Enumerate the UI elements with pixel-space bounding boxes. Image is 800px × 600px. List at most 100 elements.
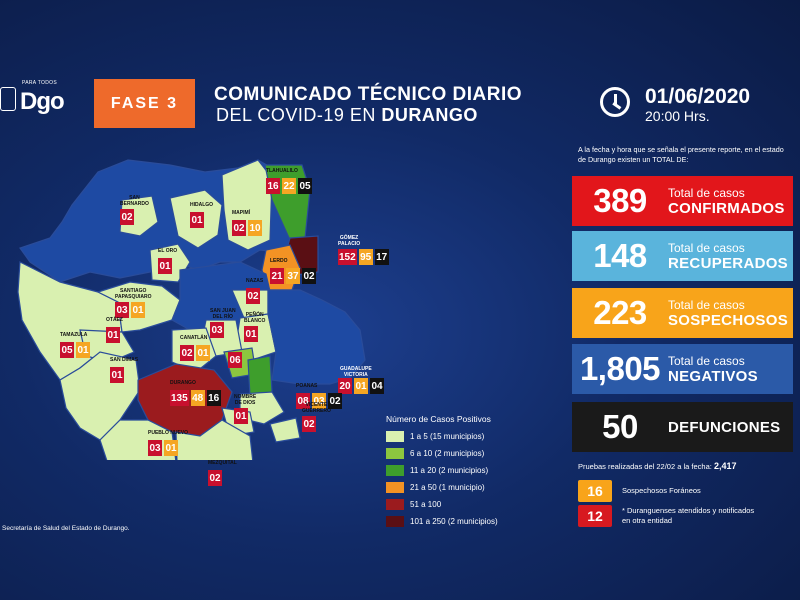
suspected-count: 22: [282, 178, 296, 194]
municipality-name: PEÑÓN BLANCO: [244, 312, 266, 324]
municipality-name: SAN DIMAS: [110, 357, 139, 363]
deaths-count: 02: [328, 393, 342, 409]
confirmed-count: 01: [158, 258, 172, 274]
stat-label-small: Total de casos: [668, 354, 745, 368]
state-seal-icon: [0, 87, 16, 111]
municipality-name: NAZAS: [246, 278, 264, 284]
legend-swatch: [386, 465, 404, 476]
suspected-count: 03: [312, 393, 326, 409]
municipality-counts: 06: [228, 352, 242, 368]
region-mezquital: [175, 419, 254, 460]
municipality-counts: 05 01: [60, 342, 90, 358]
legend-swatch: [386, 516, 404, 527]
municipality-counts: 02 10: [232, 220, 262, 236]
report-title: COMUNICADO TÉCNICO DIARIO: [214, 84, 523, 105]
confirmed-count: 03: [148, 440, 162, 456]
stat-label-big: DEFUNCIONES: [668, 418, 781, 436]
municipality-counts: 03: [210, 322, 224, 338]
stat-box-confirmados: 389 Total de casos CONFIRMADOS: [572, 176, 793, 226]
confirmed-count: 03: [210, 322, 224, 338]
municipality-counts: 152 95 17: [338, 249, 389, 265]
municipality-name: EL ORO: [158, 248, 178, 254]
suspected-count: 01: [76, 342, 90, 358]
confirmed-count: 135: [170, 390, 189, 406]
confirmed-count: 02: [246, 288, 260, 304]
confirmed-count: 02: [180, 345, 194, 361]
confirmed-count: 01: [190, 212, 204, 228]
stat-label-big: RECUPERADOS: [668, 255, 788, 272]
confirmed-count: 21: [270, 268, 284, 284]
legend-swatch: [386, 499, 404, 510]
legend-label: 21 a 50 (1 municipio): [410, 483, 485, 492]
dgo-logo: PARA TODOS Dgo: [0, 80, 65, 116]
municipality-name: POANAS: [296, 383, 318, 389]
stat-value: 1,805: [579, 350, 661, 387]
stat-label: Total de casos RECUPERADOS: [668, 241, 788, 271]
legend-item: 1 a 5 (15 municipios): [386, 428, 498, 445]
municipality-counts: 01: [244, 326, 258, 342]
municipality-counts: 01: [234, 408, 248, 424]
deaths-count: 17: [374, 249, 389, 265]
suspected-count: 48: [190, 390, 205, 406]
subtitle-state: DURANGO: [381, 105, 478, 125]
confirmed-count: 05: [60, 342, 74, 358]
municipality-counts: 16 22 05: [266, 178, 312, 194]
legend-label: 11 a 20 (2 municipios): [410, 466, 489, 475]
stat-box-defunciones: 50 DEFUNCIONES: [572, 402, 793, 452]
municipality-name: DURANGO: [170, 380, 196, 386]
legend-item: 51 a 100: [386, 496, 498, 513]
legend-label: 51 a 100: [410, 500, 442, 509]
suspected-count: 01: [164, 440, 178, 456]
confirmed-count: 01: [244, 326, 258, 342]
municipality-name: TAMAZULA: [60, 332, 88, 338]
foreign-row: 12 * Duranguenses atendidos y notificados…: [578, 505, 762, 527]
report-date: 01/06/2020: [645, 85, 751, 108]
tests-value: 2,417: [713, 461, 737, 471]
municipality-counts: 02: [246, 288, 260, 304]
region-guadalupe-victoria: [247, 355, 273, 397]
region-mapimi: [221, 159, 273, 251]
stat-value: 389: [593, 182, 647, 219]
confirmed-count: 20: [338, 378, 352, 394]
durango-map: [17, 159, 366, 460]
suspected-count: 01: [196, 345, 210, 361]
municipality-name: PUEBLO NUEVO: [148, 430, 189, 436]
region-vicente-guerrero: [269, 417, 301, 443]
legend-item: 11 a 20 (2 municipios): [386, 462, 498, 479]
subtitle-prefix: DEL COVID-19 EN: [216, 105, 382, 125]
stat-label: Total de casos NEGATIVOS: [668, 354, 758, 384]
confirmed-count: 02: [302, 416, 316, 432]
municipality-name: LERDO: [270, 258, 288, 264]
municipality-counts: 21 37 02: [270, 268, 316, 284]
municipality-counts: 03 01: [148, 440, 178, 456]
legend-item: 6 a 10 (2 municipios): [386, 445, 498, 462]
confirmed-count: 03: [115, 302, 129, 318]
municipality-name: SANTIAGO PAPASQUIARO: [115, 288, 152, 300]
confirmed-count: 02: [208, 470, 222, 486]
confirmed-count: 01: [234, 408, 248, 424]
municipality-name: GUADALUPE VICTORIA: [340, 366, 372, 378]
foreign-text: Sospechosos Foráneos: [622, 486, 701, 495]
logo-tag: PARA TODOS: [22, 80, 57, 86]
municipality-counts: 02: [208, 470, 222, 486]
stat-value: 148: [593, 237, 647, 274]
confirmed-count: 06: [228, 352, 242, 368]
foreign-count: 16: [578, 480, 612, 502]
confirmed-count: 16: [266, 178, 280, 194]
stat-label-small: Total de casos: [668, 241, 745, 255]
tests-label: Pruebas realizadas del 22/02 a la fecha:: [578, 462, 712, 471]
stat-value: 223: [593, 294, 647, 331]
confirmed-count: 02: [232, 220, 246, 236]
municipality-counts: 02 01: [180, 345, 210, 361]
municipality-name: MEZQUITAL: [208, 460, 237, 466]
confirmed-count: 01: [110, 367, 124, 383]
stat-value: 50: [602, 408, 638, 445]
legend-label: 101 a 250 (2 municipios): [410, 517, 498, 526]
municipality-name: CANATLÁN: [180, 335, 208, 341]
municipality-name: SAN JUAN DEL RÍO: [210, 308, 236, 320]
phase-badge: FASE 3: [94, 79, 195, 128]
municipality-name: OTÁEZ: [106, 317, 123, 323]
municipality-name: MAPIMÍ: [232, 210, 251, 216]
municipality-counts: 03 01: [115, 302, 145, 318]
region-canatlan: [171, 327, 217, 373]
